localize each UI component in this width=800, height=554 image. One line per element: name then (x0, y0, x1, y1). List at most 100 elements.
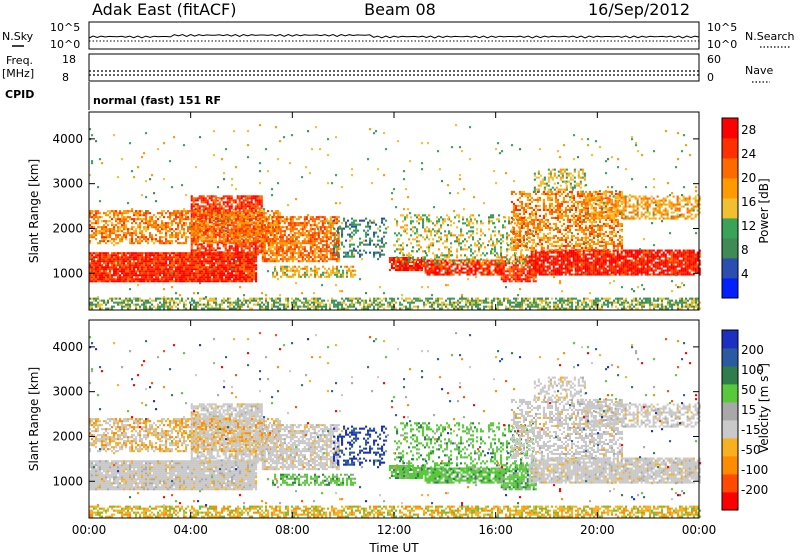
power-cell (434, 267, 437, 270)
power-cell (416, 257, 419, 260)
power-cell (165, 256, 168, 259)
power-cell (359, 253, 362, 256)
power-cell (250, 205, 253, 208)
power-cell (335, 234, 338, 237)
power-cell (89, 220, 92, 223)
power-cell (506, 250, 509, 253)
power-cell (258, 251, 261, 254)
power-cell (460, 242, 463, 245)
power-cell (454, 262, 457, 265)
power-cell (504, 270, 507, 273)
power-cell (181, 226, 184, 229)
power-cell (173, 214, 176, 217)
power-cell (243, 268, 246, 271)
power-cell (191, 256, 194, 259)
power-cell (494, 263, 497, 266)
power-cell (224, 247, 227, 250)
power-cell (117, 218, 120, 221)
power-cell (275, 252, 278, 255)
power-cell (222, 245, 225, 248)
power-cell (167, 224, 170, 227)
power-cell (470, 254, 473, 257)
power-cell (199, 266, 202, 269)
power-cell (486, 269, 489, 272)
power-cell (359, 223, 362, 226)
power-cell (488, 216, 491, 219)
power-cell (193, 278, 196, 281)
power-cell (218, 247, 221, 250)
power-cell (448, 250, 451, 253)
power-cell (412, 265, 415, 268)
power-cell (221, 264, 224, 267)
power-cell (153, 214, 156, 217)
power-cell (510, 276, 513, 279)
power-cell (498, 267, 501, 270)
power-cell (177, 232, 180, 235)
power-cell (91, 252, 94, 255)
power-cell (203, 268, 206, 271)
power-cell (89, 268, 92, 271)
power-cell (163, 258, 166, 261)
power-cell (221, 274, 224, 277)
power-cell (476, 269, 479, 272)
power-cell (309, 256, 312, 259)
power-cell (504, 278, 507, 281)
power-cell (167, 210, 170, 213)
power-cell (263, 242, 266, 245)
power-cell (129, 278, 132, 281)
power-cell (237, 220, 240, 223)
power-cell (412, 238, 415, 241)
power-cell (107, 224, 110, 227)
power-cell (209, 266, 212, 269)
power-cell (177, 238, 180, 241)
power-cell (206, 233, 209, 236)
power-cell (510, 270, 513, 273)
power-cell (502, 264, 505, 267)
power-cell (514, 268, 517, 271)
power-cell (233, 240, 236, 243)
power-cell (486, 267, 489, 270)
power-cell (133, 262, 136, 265)
power-cell (239, 262, 242, 265)
power-cell (159, 236, 162, 239)
power-cell (95, 232, 98, 235)
power-cell (446, 234, 449, 237)
power-cell (113, 226, 116, 229)
power-cell (336, 265, 339, 268)
power-cell (117, 214, 120, 217)
power-cell (97, 252, 100, 255)
power-cell (337, 231, 340, 234)
power-cell (190, 243, 193, 246)
power-cell (301, 230, 304, 233)
power-cell (151, 216, 154, 219)
power-cell (121, 224, 124, 227)
power-cell (247, 214, 250, 217)
power-cell (398, 244, 401, 247)
power-cell (476, 220, 479, 223)
power-cell (418, 263, 421, 266)
power-cell (504, 220, 507, 223)
power-cell (119, 210, 122, 213)
power-cell (171, 268, 174, 271)
power-cell (254, 195, 257, 198)
power-cell (159, 264, 162, 267)
power-cell (189, 258, 192, 261)
power-cell (294, 271, 297, 274)
power-cell (143, 280, 146, 283)
power-cell (91, 266, 94, 269)
power-cell (218, 205, 221, 208)
power-cell (283, 240, 286, 243)
power-cell (181, 268, 184, 271)
power-cell (396, 269, 399, 272)
power-cell (313, 260, 316, 263)
power-cell (480, 230, 483, 233)
power-cell (145, 272, 148, 275)
power-cell (254, 203, 257, 206)
power-cell (99, 212, 102, 215)
power-cell (227, 224, 230, 227)
power-cell (200, 243, 203, 246)
power-cell (223, 258, 226, 261)
power-cell (221, 256, 224, 259)
power-cell (317, 254, 320, 257)
power-cell (462, 240, 465, 243)
